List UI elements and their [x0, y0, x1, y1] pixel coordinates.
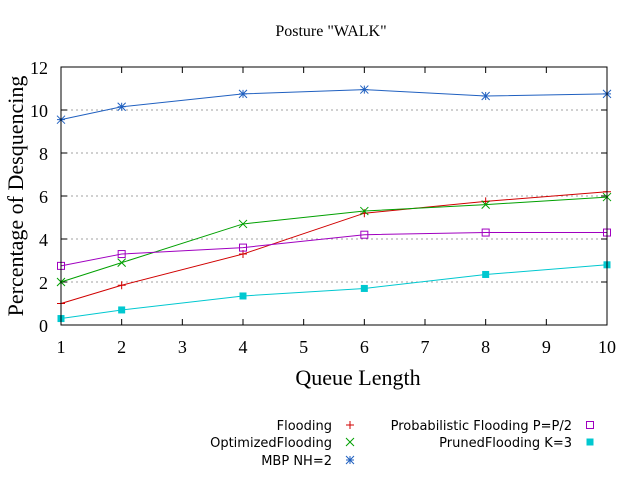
x-tick-label: 8 [481, 337, 490, 357]
x-tick-label: 3 [178, 337, 187, 357]
data-point [481, 200, 491, 209]
y-tick-label: 4 [39, 230, 48, 250]
x-tick-label: 5 [299, 337, 308, 357]
legend-marker [586, 421, 594, 429]
data-point [238, 89, 248, 99]
x-tick-label: 4 [239, 337, 248, 357]
series-line-1 [60, 196, 608, 283]
y-axis-label: Percentage of Desquencing [3, 76, 28, 317]
y-tick-label: 12 [30, 58, 48, 78]
series-line-0 [60, 191, 608, 304]
legend-label: OptimizedFlooding [210, 436, 332, 451]
data-point [118, 306, 126, 314]
data-point [117, 258, 127, 268]
legend-label: MBP NH=2 [261, 454, 332, 469]
data-point [359, 85, 369, 94]
data-point [239, 243, 247, 252]
legend-label: Flooding [277, 419, 332, 434]
y-tick-label: 8 [39, 144, 48, 164]
legend-marker [586, 438, 594, 446]
legend-marker [346, 421, 354, 429]
y-tick-label: 0 [39, 316, 48, 336]
legend-marker [345, 455, 355, 465]
y-tick-label: 10 [30, 101, 48, 121]
data-point [117, 102, 127, 112]
series-line-4 [60, 264, 608, 320]
data-point [359, 206, 369, 216]
data-point [238, 219, 248, 229]
x-tick-label: 7 [421, 337, 430, 357]
x-axis-label: Queue Length [295, 365, 420, 390]
x-tick-label: 10 [598, 337, 616, 357]
legend-label: PrunedFlooding K=3 [439, 436, 572, 451]
legend-label: Probabilistic Flooding P=P/2 [391, 419, 572, 434]
series-line-3 [60, 232, 607, 267]
y-tick-label: 2 [39, 273, 48, 293]
data-point [481, 91, 491, 101]
data-point [360, 230, 369, 239]
gridlines [61, 109, 607, 283]
series-group [56, 85, 612, 323]
data-point [360, 284, 368, 292]
data-point [117, 281, 126, 290]
x-tick-label: 9 [542, 337, 551, 357]
y-tick-label: 6 [39, 187, 48, 207]
data-point [117, 250, 126, 259]
data-point [481, 228, 490, 237]
chart-title: Posture "WALK" [275, 23, 386, 40]
legend: Flooding OptimizedFlooding MBP NH=2 Probabi… [210, 419, 594, 469]
legend-marker [345, 437, 355, 447]
x-tick-label: 1 [57, 337, 66, 357]
plot-area-frame [60, 66, 608, 326]
x-tick-label: 6 [360, 337, 369, 357]
data-point [482, 270, 490, 278]
series-line-2 [60, 89, 608, 121]
data-point [239, 292, 247, 300]
x-tick-label: 2 [117, 337, 126, 357]
